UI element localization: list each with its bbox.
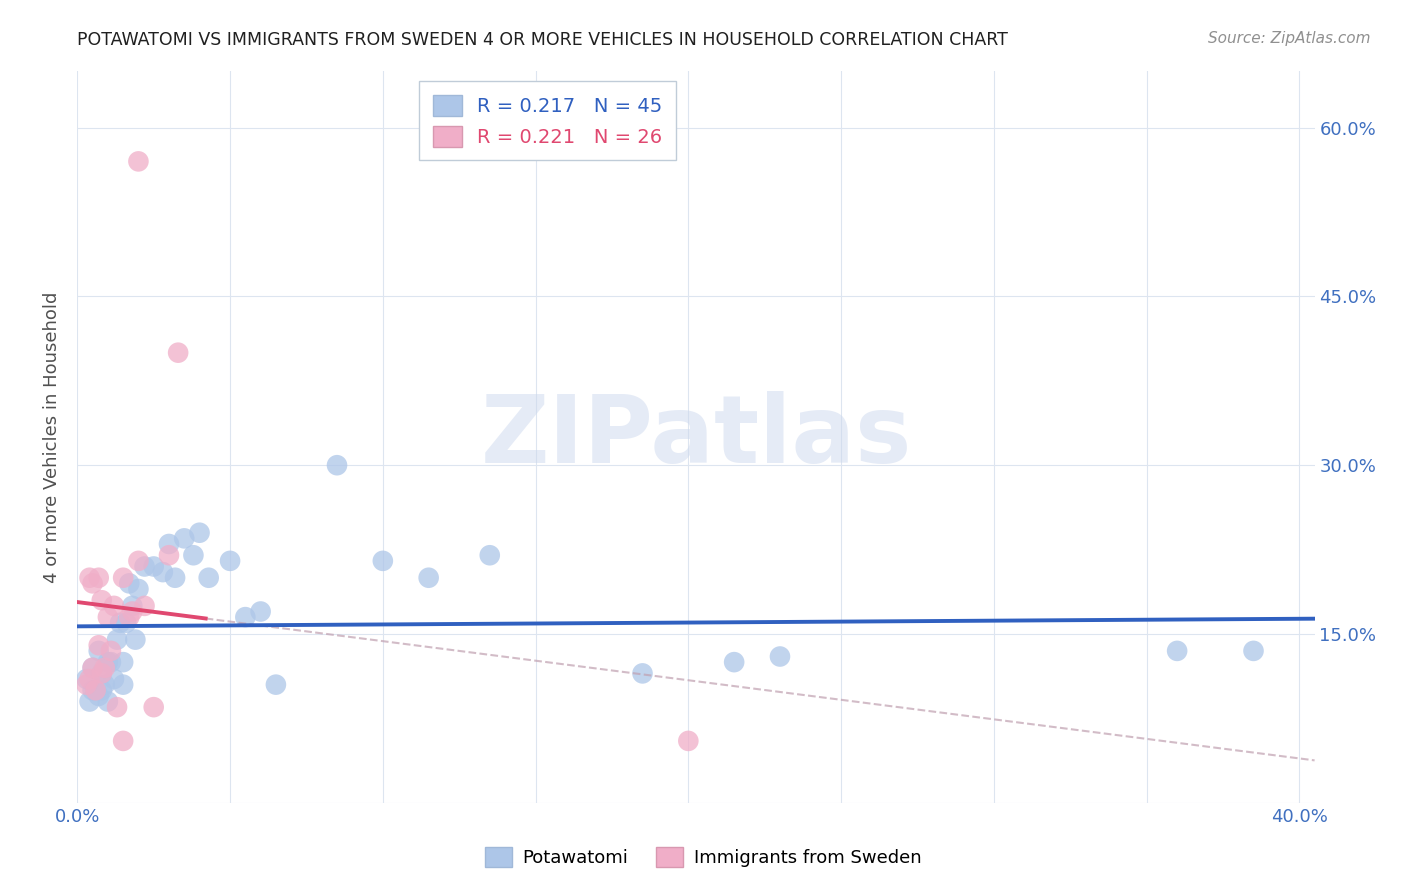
Point bbox=[97, 610, 120, 624]
Point bbox=[82, 661, 104, 675]
Point bbox=[1166, 644, 1188, 658]
Text: Source: ZipAtlas.com: Source: ZipAtlas.com bbox=[1208, 31, 1371, 46]
Text: ZIPatlas: ZIPatlas bbox=[481, 391, 911, 483]
Point bbox=[82, 661, 104, 675]
Point bbox=[94, 678, 117, 692]
Point bbox=[157, 537, 180, 551]
Point bbox=[249, 605, 271, 619]
Point bbox=[118, 610, 141, 624]
Point bbox=[87, 571, 110, 585]
Point bbox=[631, 666, 654, 681]
Legend: R = 0.217   N = 45, R = 0.221   N = 26: R = 0.217 N = 45, R = 0.221 N = 26 bbox=[419, 81, 676, 161]
Point bbox=[97, 694, 120, 708]
Point bbox=[188, 525, 211, 540]
Point bbox=[118, 576, 141, 591]
Point bbox=[152, 565, 174, 579]
Point bbox=[87, 638, 110, 652]
Point bbox=[90, 683, 112, 698]
Point bbox=[235, 610, 257, 624]
Point bbox=[167, 345, 190, 359]
Point bbox=[112, 655, 135, 669]
Point bbox=[127, 154, 149, 169]
Point bbox=[121, 605, 143, 619]
Point bbox=[103, 599, 125, 613]
Point bbox=[97, 655, 120, 669]
Point bbox=[112, 571, 135, 585]
Point bbox=[157, 548, 180, 562]
Point bbox=[103, 672, 125, 686]
Point bbox=[219, 554, 242, 568]
Point bbox=[769, 649, 792, 664]
Point bbox=[87, 644, 110, 658]
Point bbox=[90, 666, 112, 681]
Point bbox=[79, 694, 101, 708]
Point bbox=[82, 683, 104, 698]
Point bbox=[165, 571, 187, 585]
Point bbox=[112, 678, 135, 692]
Point bbox=[134, 559, 156, 574]
Point bbox=[723, 655, 745, 669]
Point bbox=[82, 576, 104, 591]
Point bbox=[76, 672, 98, 686]
Point bbox=[84, 683, 107, 698]
Point bbox=[326, 458, 349, 473]
Point bbox=[105, 632, 128, 647]
Point bbox=[94, 661, 117, 675]
Point bbox=[87, 689, 110, 703]
Point bbox=[115, 615, 138, 630]
Point bbox=[478, 548, 501, 562]
Point bbox=[127, 554, 149, 568]
Text: POTAWATOMI VS IMMIGRANTS FROM SWEDEN 4 OR MORE VEHICLES IN HOUSEHOLD CORRELATION: POTAWATOMI VS IMMIGRANTS FROM SWEDEN 4 O… bbox=[77, 31, 1008, 49]
Point bbox=[418, 571, 440, 585]
Point bbox=[79, 672, 101, 686]
Point bbox=[678, 734, 700, 748]
Point bbox=[134, 599, 156, 613]
Point bbox=[142, 559, 165, 574]
Point bbox=[124, 632, 146, 647]
Point bbox=[183, 548, 205, 562]
Point bbox=[90, 593, 112, 607]
Point bbox=[76, 678, 98, 692]
Y-axis label: 4 or more Vehicles in Household: 4 or more Vehicles in Household bbox=[44, 292, 62, 582]
Point bbox=[105, 700, 128, 714]
Point bbox=[84, 683, 107, 698]
Point bbox=[142, 700, 165, 714]
Point bbox=[127, 582, 149, 596]
Point bbox=[100, 655, 122, 669]
Point bbox=[108, 615, 131, 630]
Point bbox=[264, 678, 287, 692]
Point bbox=[112, 734, 135, 748]
Point bbox=[173, 532, 195, 546]
Point bbox=[121, 599, 143, 613]
Point bbox=[90, 666, 112, 681]
Point bbox=[371, 554, 394, 568]
Point bbox=[197, 571, 219, 585]
Point bbox=[79, 571, 101, 585]
Point bbox=[1243, 644, 1265, 658]
Legend: Potawatomi, Immigrants from Sweden: Potawatomi, Immigrants from Sweden bbox=[478, 839, 928, 874]
Point bbox=[100, 644, 122, 658]
